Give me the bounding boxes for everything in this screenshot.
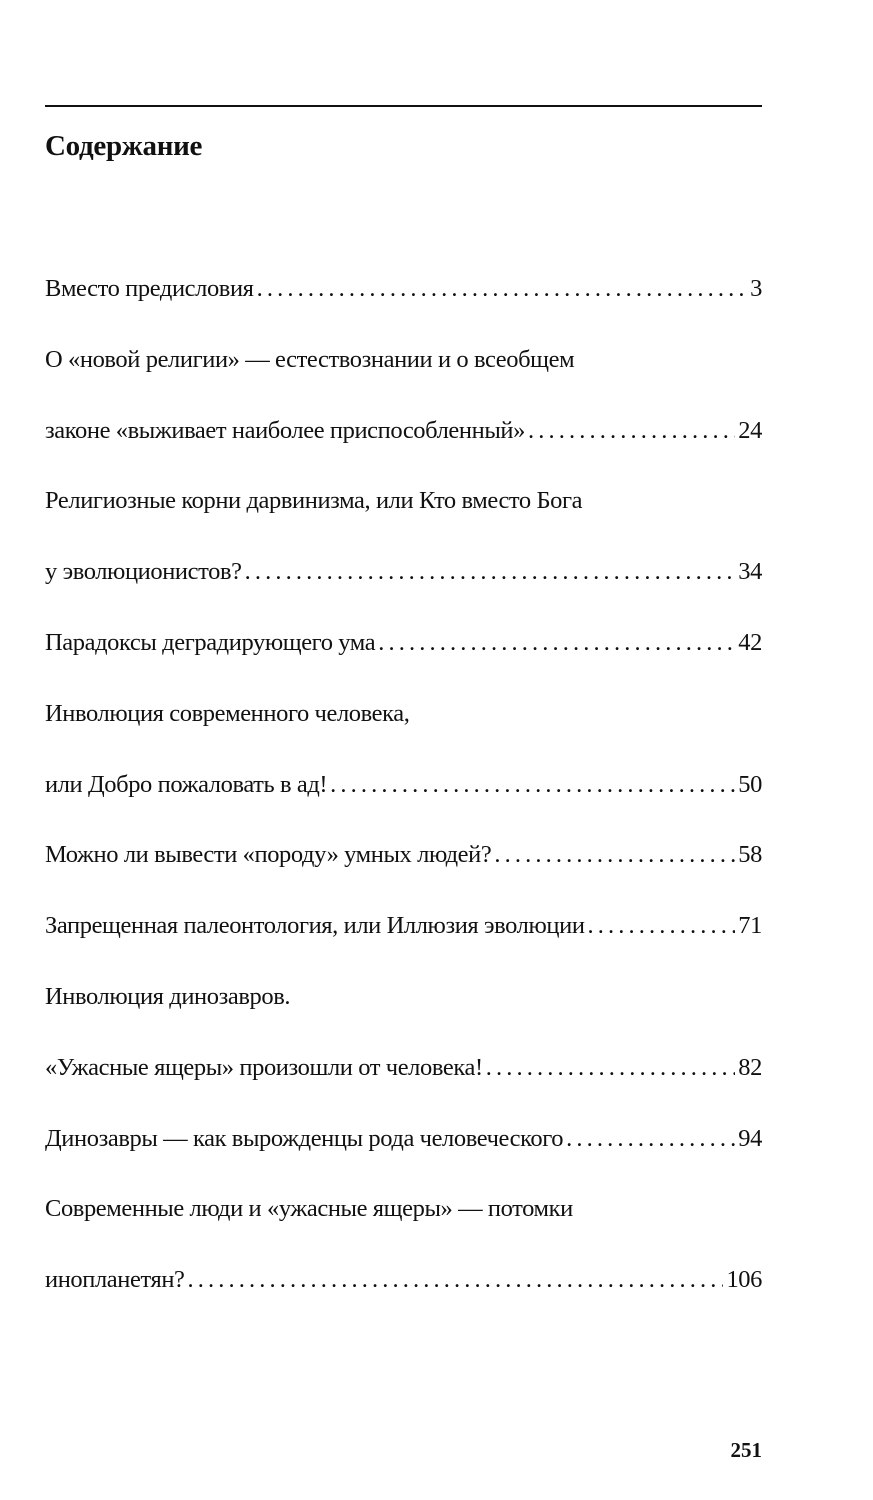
toc-entry-title: Религиозные корни дарвинизма, или Кто вм… xyxy=(45,487,583,514)
toc-entry-page: 94 xyxy=(738,1125,762,1152)
toc-entry-page: 58 xyxy=(738,841,762,868)
toc-entry-title: инопланетян? xyxy=(45,1266,185,1293)
toc-entry-line: Запрещенная палеонтология, или Иллюзия э… xyxy=(45,912,762,944)
toc-entry-title: Современные люди и «ужасные ящеры» — пот… xyxy=(45,1195,573,1222)
toc-entry-title: О «новой религии» — естествознании и о в… xyxy=(45,346,575,373)
toc-entry-page: 50 xyxy=(738,771,762,798)
toc-entry-page: 82 xyxy=(738,1054,762,1081)
toc-entry-title: Запрещенная палеонтология, или Иллюзия э… xyxy=(45,912,585,939)
dot-leader xyxy=(378,629,735,657)
toc-entry-title: или Добро пожаловать в ад! xyxy=(45,771,328,798)
toc-entry-line: инопланетян? 106 xyxy=(45,1266,762,1298)
toc-entry-title: законе «выживает наиболее приспособленны… xyxy=(45,417,525,444)
toc-entry-title: Инволюция современного человека, xyxy=(45,700,410,727)
dot-leader xyxy=(257,275,748,303)
toc-entry-line: Инволюция динозавров. xyxy=(45,983,762,1015)
dot-leader xyxy=(486,1054,736,1082)
dot-leader xyxy=(494,841,735,869)
toc-entry-line: Можно ли вывести «породу» умных людей? 58 xyxy=(45,841,762,873)
toc-entry-line: О «новой религии» — естествознании и о в… xyxy=(45,346,762,378)
dot-leader xyxy=(566,1125,735,1153)
toc-entry-title: Можно ли вывести «породу» умных людей? xyxy=(45,841,492,868)
toc-entry-title: Парадоксы деградирующего ума xyxy=(45,629,376,656)
page-number: 251 xyxy=(730,1438,763,1462)
dot-leader xyxy=(245,558,736,586)
toc-entry-title: у эволюционистов? xyxy=(45,558,242,585)
toc-entry-line: законе «выживает наиболее приспособленны… xyxy=(45,417,762,449)
toc-entry-title: Динозавры — как вырожденцы рода человече… xyxy=(45,1125,564,1152)
header-rule xyxy=(45,105,762,107)
toc-entry-title: «Ужасные ящеры» произошли от человека! xyxy=(45,1054,483,1081)
toc-entry-line: Инволюция современного человека, xyxy=(45,700,762,732)
toc-entry-page: 24 xyxy=(738,417,762,444)
dot-leader xyxy=(330,771,735,799)
toc-entry-title: Вместо предисловия xyxy=(45,275,254,302)
toc-entry-page: 3 xyxy=(750,275,762,302)
toc-entry-line: Вместо предисловия 3 xyxy=(45,275,762,307)
dot-leader xyxy=(588,912,736,940)
toc-entry-page: 34 xyxy=(738,558,762,585)
toc-entry-line: Современные люди и «ужасные ящеры» — пот… xyxy=(45,1195,762,1227)
toc-entry-line: или Добро пожаловать в ад! 50 xyxy=(45,771,762,803)
toc-entry-page: 106 xyxy=(726,1266,762,1293)
toc-entry-page: 42 xyxy=(738,629,762,656)
dot-leader xyxy=(528,417,735,445)
toc-entry-line: Религиозные корни дарвинизма, или Кто вм… xyxy=(45,487,762,519)
dot-leader xyxy=(188,1266,724,1294)
toc-entry-line: Динозавры — как вырожденцы рода человече… xyxy=(45,1125,762,1157)
toc-entry-line: «Ужасные ящеры» произошли от человека! 82 xyxy=(45,1054,762,1086)
toc-entry-title: Инволюция динозавров. xyxy=(45,983,291,1010)
toc-entry-line: у эволюционистов? 34 xyxy=(45,558,762,590)
toc-entry-page: 71 xyxy=(738,912,762,939)
page-title: Содержание xyxy=(45,130,203,162)
toc-entry-line: Парадоксы деградирующего ума 42 xyxy=(45,629,762,661)
